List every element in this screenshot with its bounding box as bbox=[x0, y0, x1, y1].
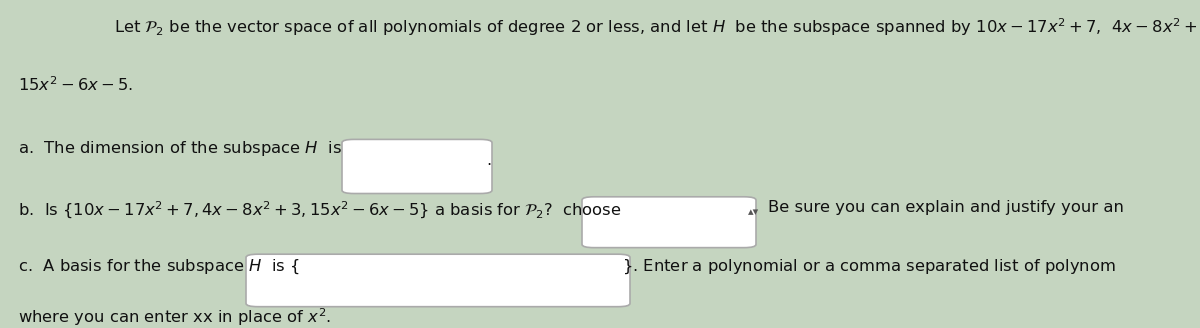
Text: b.  Is $\{10x - 17x^2 + 7, 4x - 8x^2 + 3, 15x^2 - 6x - 5\}$ a basis for $\mathca: b. Is $\{10x - 17x^2 + 7, 4x - 8x^2 + 3,… bbox=[18, 200, 622, 221]
Text: c.  A basis for the subspace $H$  is $\{$: c. A basis for the subspace $H$ is $\{$ bbox=[18, 257, 300, 276]
Text: .: . bbox=[486, 153, 491, 168]
Text: where you can enter xx in place of $x^2$.: where you can enter xx in place of $x^2$… bbox=[18, 307, 331, 328]
Text: $\}$. Enter a polynomial or a comma separated list of polynom: $\}$. Enter a polynomial or a comma sepa… bbox=[622, 257, 1115, 276]
FancyBboxPatch shape bbox=[342, 139, 492, 194]
Text: ▴▾: ▴▾ bbox=[748, 207, 758, 216]
FancyBboxPatch shape bbox=[246, 254, 630, 307]
Text: Be sure you can explain and justify your an: Be sure you can explain and justify your… bbox=[768, 200, 1124, 215]
FancyBboxPatch shape bbox=[582, 197, 756, 248]
Text: a.  The dimension of the subspace $H$  is: a. The dimension of the subspace $H$ is bbox=[18, 139, 342, 158]
Text: $15x^2 - 6x - 5$.: $15x^2 - 6x - 5$. bbox=[18, 75, 133, 94]
Text: Let $\mathcal{P}_2$ be the vector space of all polynomials of degree 2 or less, : Let $\mathcal{P}_2$ be the vector space … bbox=[114, 16, 1200, 38]
